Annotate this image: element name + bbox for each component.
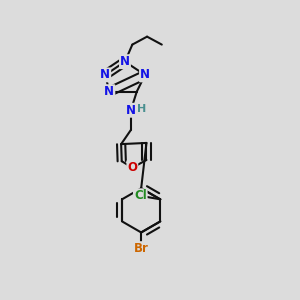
Text: N: N [140, 68, 150, 81]
Text: H: H [137, 104, 147, 114]
Text: Br: Br [134, 242, 148, 255]
Text: N: N [120, 55, 130, 68]
Text: O: O [127, 161, 137, 174]
Text: N: N [126, 104, 136, 117]
Text: N: N [100, 68, 110, 81]
Text: Cl: Cl [134, 189, 147, 202]
Text: N: N [104, 85, 114, 98]
